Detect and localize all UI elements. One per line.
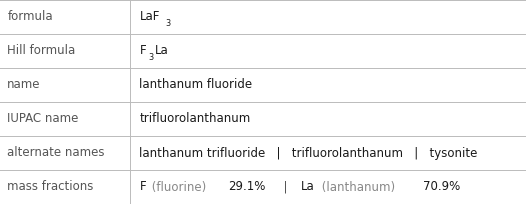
Text: (fluorine): (fluorine) <box>148 181 210 194</box>
Text: (lanthanum): (lanthanum) <box>318 181 399 194</box>
Text: 3: 3 <box>166 19 171 28</box>
Text: 3: 3 <box>148 53 153 62</box>
Text: |: | <box>276 181 295 194</box>
Text: name: name <box>7 79 41 92</box>
Text: IUPAC name: IUPAC name <box>7 112 79 125</box>
Text: La: La <box>301 181 315 194</box>
Text: 70.9%: 70.9% <box>423 181 460 194</box>
Text: F: F <box>139 181 146 194</box>
Text: lanthanum trifluoride   |   trifluorolanthanum   |   tysonite: lanthanum trifluoride | trifluorolanthan… <box>139 146 478 160</box>
Text: F: F <box>139 44 146 58</box>
Text: La: La <box>155 44 168 58</box>
Text: formula: formula <box>7 10 53 23</box>
Text: alternate names: alternate names <box>7 146 105 160</box>
Text: mass fractions: mass fractions <box>7 181 94 194</box>
Text: Hill formula: Hill formula <box>7 44 76 58</box>
Text: LaF: LaF <box>139 10 160 23</box>
Text: 29.1%: 29.1% <box>228 181 265 194</box>
Text: lanthanum fluoride: lanthanum fluoride <box>139 79 252 92</box>
Text: trifluorolanthanum: trifluorolanthanum <box>139 112 251 125</box>
